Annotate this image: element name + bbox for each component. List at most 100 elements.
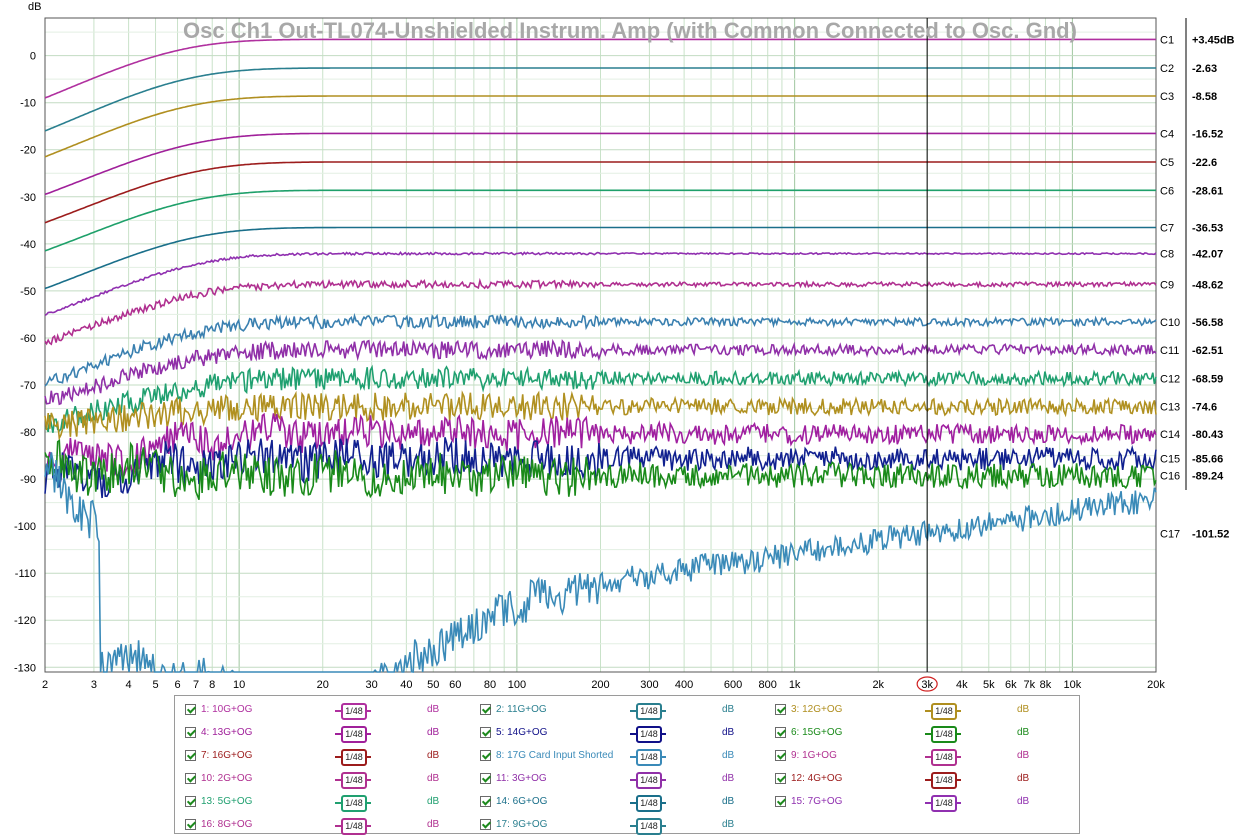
readout-value: -74.6	[1192, 402, 1217, 414]
legend-label: 16: 8G+OG	[201, 819, 253, 830]
legend-unit: dB	[427, 704, 440, 715]
legend-checkbox[interactable]	[185, 750, 196, 761]
legend-checkbox[interactable]	[480, 819, 491, 830]
legend-item[interactable]: 15: 7G+OG 1/48 dB	[775, 794, 1055, 812]
legend-item[interactable]: 12: 4G+OG 1/48 dB	[775, 771, 1055, 789]
readout-value: -101.52	[1192, 528, 1229, 540]
smoothing-label: 1/48	[341, 749, 367, 766]
curve-c12	[44, 364, 1157, 433]
readout-channel: C9	[1160, 279, 1174, 291]
curve-c5	[44, 161, 1156, 224]
curve-c6	[44, 189, 1156, 252]
legend-checkbox[interactable]	[775, 727, 786, 738]
legend-checkbox[interactable]	[185, 704, 196, 715]
legend-item[interactable]: 16: 8G+OG 1/48 dB	[185, 817, 465, 835]
legend-item[interactable]: 1: 10G+OG 1/48 dB	[185, 702, 465, 720]
readout-value: -42.07	[1192, 249, 1223, 261]
grid	[44, 17, 1157, 673]
legend-item[interactable]: 9: 1G+OG 1/48 dB	[775, 748, 1055, 766]
legend-checkbox[interactable]	[480, 727, 491, 738]
y-tick-label: -80	[20, 427, 36, 439]
legend-checkbox[interactable]	[185, 796, 196, 807]
y-tick-label: -100	[14, 521, 36, 533]
x-tick-label: 8k	[1040, 679, 1052, 691]
cursor-marker[interactable]	[916, 676, 938, 692]
legend-label: 10: 2G+OG	[201, 773, 253, 784]
readout-channel: C5	[1160, 157, 1174, 169]
smoothing-badge[interactable]: 1/48	[335, 794, 371, 812]
smoothing-label: 1/48	[931, 795, 957, 812]
legend-checkbox[interactable]	[480, 796, 491, 807]
legend-item[interactable]: 5: 14G+OG 1/48 dB	[480, 725, 760, 743]
smoothing-badge[interactable]: 1/48	[335, 725, 371, 743]
legend-label: 17: 9G+OG	[496, 819, 548, 830]
readout-value: -62.51	[1192, 345, 1223, 357]
y-tick-label: -20	[20, 145, 36, 157]
legend-item[interactable]: 14: 6G+OG 1/48 dB	[480, 794, 760, 812]
x-tick-label: 6	[174, 679, 180, 691]
legend-item[interactable]: 13: 5G+OG 1/48 dB	[185, 794, 465, 812]
smoothing-badge[interactable]: 1/48	[335, 702, 371, 720]
legend-label: 14: 6G+OG	[496, 796, 548, 807]
y-tick-label: -130	[14, 662, 36, 674]
smoothing-badge[interactable]: 1/48	[630, 817, 666, 835]
legend-item[interactable]: 8: 17G Card Input Shorted 1/48 dB	[480, 748, 760, 766]
legend-checkbox[interactable]	[185, 773, 196, 784]
smoothing-badge[interactable]: 1/48	[630, 725, 666, 743]
legend-unit: dB	[722, 819, 735, 830]
smoothing-badge[interactable]: 1/48	[925, 794, 961, 812]
legend-item[interactable]: 10: 2G+OG 1/48 dB	[185, 771, 465, 789]
smoothing-badge[interactable]: 1/48	[630, 794, 666, 812]
x-tick-label: 10k	[1064, 679, 1082, 691]
legend-checkbox[interactable]	[185, 819, 196, 830]
legend-unit: dB	[427, 819, 440, 830]
legend-unit: dB	[1017, 796, 1030, 807]
smoothing-badge[interactable]: 1/48	[925, 702, 961, 720]
y-tick-label: 0	[30, 51, 36, 63]
legend-item[interactable]: 2: 11G+OG 1/48 dB	[480, 702, 760, 720]
y-tick-label: -40	[20, 239, 36, 251]
smoothing-badge[interactable]: 1/48	[335, 748, 371, 766]
smoothing-badge[interactable]: 1/48	[925, 771, 961, 789]
smoothing-label: 1/48	[636, 818, 662, 835]
readout-value: -36.53	[1192, 223, 1223, 235]
y-tick-label: -50	[20, 286, 36, 298]
y-tick-label: -120	[14, 615, 36, 627]
smoothing-badge[interactable]: 1/48	[925, 725, 961, 743]
legend-label: 9: 1G+OG	[791, 750, 837, 761]
legend-unit: dB	[427, 796, 440, 807]
frequency-response-chart: 0 -10 -20 -30 -40 -50 -60 -70 -80 -90 -100 -110 -120…	[14, 1, 1235, 692]
smoothing-badge[interactable]: 1/48	[335, 771, 371, 789]
smoothing-label: 1/48	[341, 726, 367, 743]
legend-item[interactable]: 4: 13G+OG 1/48 dB	[185, 725, 465, 743]
legend-checkbox[interactable]	[775, 773, 786, 784]
readout-channel: C10	[1160, 317, 1180, 329]
smoothing-badge[interactable]: 1/48	[630, 702, 666, 720]
curve-c3	[44, 95, 1156, 158]
smoothing-badge[interactable]: 1/48	[630, 771, 666, 789]
legend-unit: dB	[1017, 704, 1030, 715]
legend-item[interactable]: 17: 9G+OG 1/48 dB	[480, 817, 760, 835]
legend-checkbox[interactable]	[480, 773, 491, 784]
smoothing-badge[interactable]: 1/48	[630, 748, 666, 766]
legend-checkbox[interactable]	[775, 750, 786, 761]
legend-checkbox[interactable]	[480, 750, 491, 761]
curve-c17	[44, 452, 1157, 673]
legend-item[interactable]: 3: 12G+OG 1/48 dB	[775, 702, 1055, 720]
smoothing-label: 1/48	[931, 772, 957, 789]
legend-item[interactable]: 7: 16G+OG 1/48 dB	[185, 748, 465, 766]
legend-checkbox[interactable]	[185, 727, 196, 738]
legend-item[interactable]: 11: 3G+OG 1/48 dB	[480, 771, 760, 789]
chart-title: Osc Ch1 Out-TL074-Unshielded Instrum. Am…	[183, 18, 1077, 43]
x-tick-label: 2k	[872, 679, 884, 691]
readout-channel: C15	[1160, 454, 1180, 466]
legend-checkbox[interactable]	[775, 796, 786, 807]
x-tick-label: 1k	[789, 679, 801, 691]
smoothing-badge[interactable]: 1/48	[925, 748, 961, 766]
legend-checkbox[interactable]	[480, 704, 491, 715]
legend-item[interactable]: 6: 15G+OG 1/48 dB	[775, 725, 1055, 743]
legend-checkbox[interactable]	[775, 704, 786, 715]
curve-c2	[44, 67, 1156, 132]
smoothing-badge[interactable]: 1/48	[335, 817, 371, 835]
smoothing-label: 1/48	[931, 726, 957, 743]
